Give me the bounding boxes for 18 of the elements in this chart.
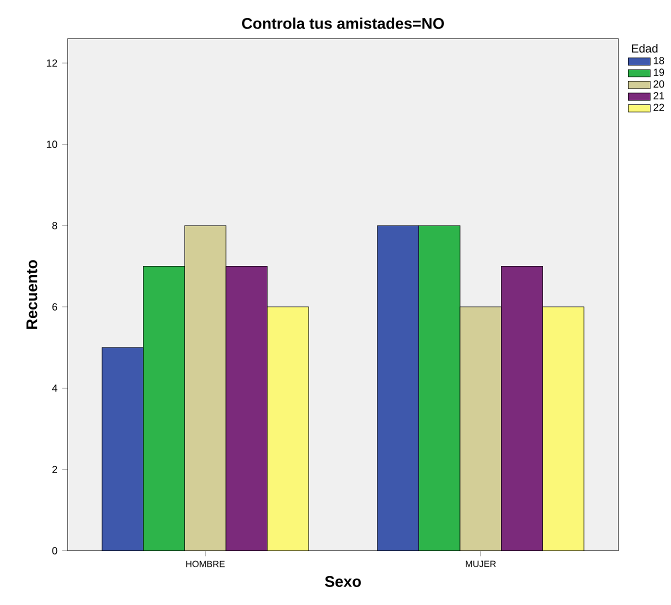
x-tick-label: MUJER [466, 560, 496, 568]
legend-label: 18 [654, 57, 664, 64]
y-axis-title: Recuento [26, 260, 38, 329]
legend-label: 19 [654, 68, 664, 76]
y-tick-label: 8 [52, 222, 58, 230]
y-tick-label: 2 [52, 466, 58, 474]
y-tick-label: 4 [52, 384, 58, 392]
legend-label: 21 [654, 92, 664, 100]
legend-label: 22 [654, 104, 664, 112]
y-tick-label: 12 [46, 60, 58, 67]
legend-label: 20 [654, 80, 664, 88]
y-tick-label: 10 [46, 140, 58, 148]
legend-title: Edad [632, 44, 658, 53]
x-tick-label: HOMBRE [186, 560, 225, 568]
x-axis-title: Sexo [324, 576, 361, 588]
y-tick-label: 6 [52, 303, 58, 311]
chart-title: Controla tus amistades=NO [242, 18, 444, 30]
y-tick-label: 0 [52, 547, 58, 554]
